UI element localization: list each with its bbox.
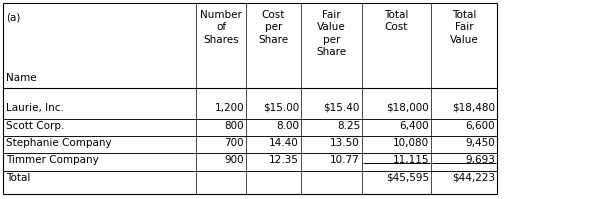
Text: Stephanie Company: Stephanie Company (6, 138, 112, 148)
Text: 800: 800 (224, 121, 244, 131)
Text: $18,000: $18,000 (386, 103, 429, 113)
Text: 11,115: 11,115 (392, 155, 429, 165)
Text: (a): (a) (6, 12, 20, 22)
Text: 6,400: 6,400 (400, 121, 429, 131)
Text: Cost
per
Share: Cost per Share (259, 10, 289, 45)
Text: Number
of
Shares: Number of Shares (200, 10, 242, 45)
Text: 14.40: 14.40 (269, 138, 299, 148)
Text: 6,600: 6,600 (466, 121, 495, 131)
Text: 10.77: 10.77 (330, 155, 360, 165)
Text: $18,480: $18,480 (452, 103, 495, 113)
Text: 13.50: 13.50 (330, 138, 360, 148)
Text: Total: Total (6, 173, 31, 183)
Text: 700: 700 (224, 138, 244, 148)
Text: Total
Fair
Value: Total Fair Value (449, 10, 478, 45)
Text: Fair
Value
per
Share: Fair Value per Share (316, 10, 347, 57)
Text: $15.00: $15.00 (263, 103, 299, 113)
Text: 8.00: 8.00 (276, 121, 299, 131)
Text: Laurie, Inc.: Laurie, Inc. (6, 103, 64, 113)
Text: 900: 900 (224, 155, 244, 165)
Text: 12.35: 12.35 (269, 155, 299, 165)
Text: Name: Name (6, 73, 37, 83)
Text: $45,595: $45,595 (386, 173, 429, 183)
Text: Scott Corp.: Scott Corp. (6, 121, 64, 131)
Text: 8.25: 8.25 (337, 121, 360, 131)
Text: 9,450: 9,450 (465, 138, 495, 148)
Text: 9,693: 9,693 (465, 155, 495, 165)
Text: Timmer Company: Timmer Company (6, 155, 99, 165)
Text: 1,200: 1,200 (214, 103, 244, 113)
Text: $44,223: $44,223 (452, 173, 495, 183)
Text: Total
Cost: Total Cost (385, 10, 409, 32)
Text: 10,080: 10,080 (393, 138, 429, 148)
Text: $15.40: $15.40 (323, 103, 360, 113)
